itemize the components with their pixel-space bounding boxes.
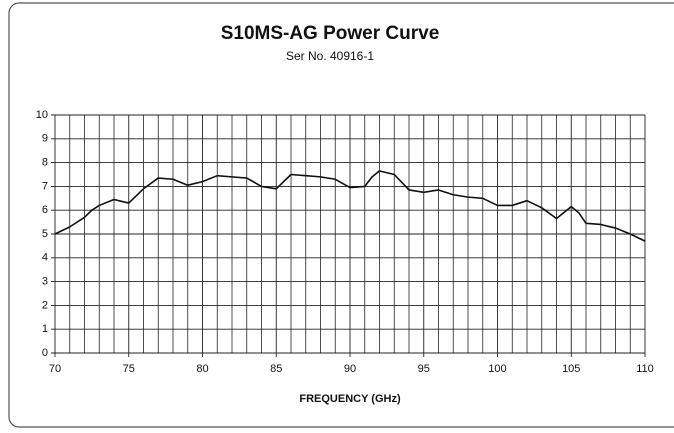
chart-subtitle: Ser No. 40916-1 bbox=[286, 49, 374, 63]
y-tick-label: 1 bbox=[42, 323, 48, 335]
x-tick-label: 100 bbox=[488, 363, 506, 375]
x-tick-label: 80 bbox=[196, 363, 208, 375]
data-line bbox=[54, 170, 646, 242]
x-tick-label: 95 bbox=[418, 363, 430, 375]
y-tick-label: 7 bbox=[42, 180, 48, 192]
y-tick-label: 3 bbox=[42, 276, 48, 288]
x-tick-label: 110 bbox=[636, 363, 654, 375]
y-tick-label: 8 bbox=[42, 157, 48, 169]
x-tick-label: 75 bbox=[123, 363, 135, 375]
y-tick-label: 6 bbox=[42, 204, 48, 216]
x-tick-label: 90 bbox=[344, 363, 356, 375]
y-tick-label: 0 bbox=[42, 347, 48, 359]
y-tick-label: 2 bbox=[42, 299, 48, 311]
x-tick-label: 70 bbox=[49, 363, 61, 375]
y-tick-label: 4 bbox=[42, 252, 48, 264]
y-tick-label: 10 bbox=[36, 109, 48, 121]
x-axis-label: FREQUENCY (GHz) bbox=[299, 393, 401, 405]
x-tick-label: 85 bbox=[270, 363, 282, 375]
y-tick-label: 5 bbox=[42, 228, 48, 240]
frame bbox=[8, 2, 674, 428]
x-tick-label: 105 bbox=[562, 363, 580, 375]
chart-title: S10MS-AG Power Curve bbox=[221, 23, 440, 44]
y-tick-label: 9 bbox=[42, 133, 48, 145]
